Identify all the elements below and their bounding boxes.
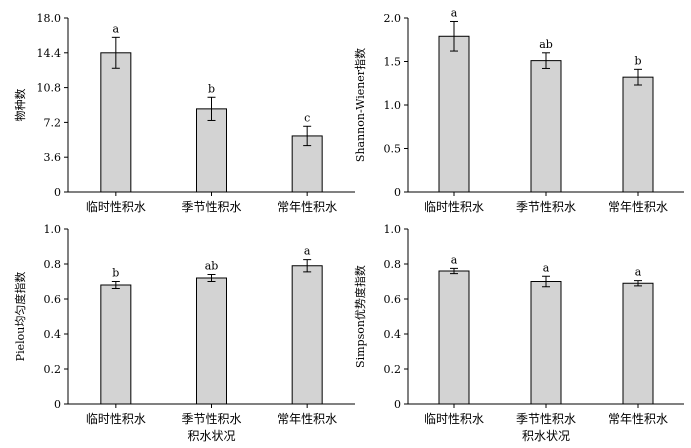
significance-letter: b	[208, 82, 215, 95]
y-tick-label: 0	[394, 398, 401, 411]
chart-panel-4: 0 0.2 0.4 0.6 0.8 1.0 Simpson优势度指数 a 临时性积水 a 季节性积水…	[353, 223, 684, 443]
y-tick-label: 1.5	[384, 56, 402, 69]
significance-letter: ab	[539, 38, 553, 51]
significance-letter: a	[304, 245, 311, 258]
y-tick-label: 1.0	[384, 99, 402, 112]
x-tick-label: 临时性积水	[86, 200, 146, 214]
chart-panel-1: 0 3.6 7.2 10.8 14.4 18.0 物种数 a 临时性积水 b 季节性积水 c 常年性积水	[13, 12, 355, 214]
significance-letter: ab	[205, 260, 219, 273]
bar	[438, 35, 470, 193]
y-axis-label: Shannon-Wiener指数	[353, 48, 367, 162]
y-tick-label: 0.2	[44, 363, 62, 376]
y-tick-label: 0	[54, 186, 61, 199]
significance-letter: b	[634, 54, 641, 67]
x-tick-label: 临时性积水	[424, 200, 484, 214]
significance-letter: a	[451, 6, 458, 19]
significance-letter: a	[635, 266, 642, 279]
y-tick-label: 0.4	[44, 328, 62, 341]
x-tick-label: 常年性积水	[277, 200, 337, 214]
significance-letter: a	[451, 253, 458, 266]
x-tick-label: 季节性积水	[516, 412, 576, 426]
y-tick-label: 10.8	[37, 82, 62, 95]
x-tick-label: 临时性积水	[86, 412, 146, 426]
y-tick-label: 0.2	[384, 363, 402, 376]
y-tick-label: 7.2	[44, 116, 62, 129]
chart-panel-2: 0 0.5 1.0 1.5 2.0 Shannon-Wiener指数 a 临时性积水 ab 季节性…	[353, 6, 684, 214]
y-axis-label: 物种数	[13, 89, 27, 122]
x-axis-label: 积水状况	[522, 429, 570, 443]
y-tick-label: 3.6	[44, 151, 62, 164]
bar	[622, 76, 654, 193]
y-tick-label: 2.0	[384, 12, 402, 25]
y-tick-label: 18.0	[37, 12, 62, 25]
y-tick-label: 0	[394, 186, 401, 199]
y-tick-label: 0.8	[44, 258, 62, 271]
x-axis-label: 积水状况	[187, 429, 235, 443]
chart-panel-3: 0 0.2 0.4 0.6 0.8 1.0 Pielou均匀度指数 b 临时性积水 ab 季节性积水…	[13, 223, 355, 443]
significance-letter: b	[112, 267, 119, 280]
significance-letter: a	[113, 22, 120, 35]
bar	[438, 270, 470, 405]
x-tick-label: 常年性积水	[608, 200, 668, 214]
x-tick-label: 临时性积水	[424, 412, 484, 426]
x-tick-label: 常年性积水	[277, 412, 337, 426]
x-tick-label: 季节性积水	[516, 200, 576, 214]
y-tick-label: 1.0	[44, 223, 62, 236]
bar	[100, 284, 132, 405]
y-tick-label: 0.6	[384, 293, 402, 306]
y-axis-label: Pielou均匀度指数	[13, 272, 27, 362]
bar	[530, 281, 562, 405]
bar	[291, 265, 323, 405]
bar	[100, 52, 132, 193]
x-tick-label: 季节性积水	[181, 200, 241, 214]
significance-letter: a	[543, 261, 550, 274]
bar	[196, 277, 227, 405]
y-tick-label: 1.0	[384, 223, 402, 236]
significance-letter: c	[304, 111, 310, 124]
y-axis-label: Simpson优势度指数	[353, 265, 367, 368]
bar	[622, 282, 654, 405]
x-tick-label: 季节性积水	[181, 412, 241, 426]
y-tick-label: 0.8	[384, 258, 402, 271]
y-tick-label: 14.4	[37, 47, 62, 60]
y-tick-label: 0.5	[384, 143, 402, 156]
y-tick-label: 0	[54, 398, 61, 411]
y-tick-label: 0.6	[44, 293, 62, 306]
bar	[530, 60, 562, 193]
x-tick-label: 常年性积水	[608, 412, 668, 426]
y-tick-label: 0.4	[384, 328, 402, 341]
bar	[196, 108, 227, 193]
